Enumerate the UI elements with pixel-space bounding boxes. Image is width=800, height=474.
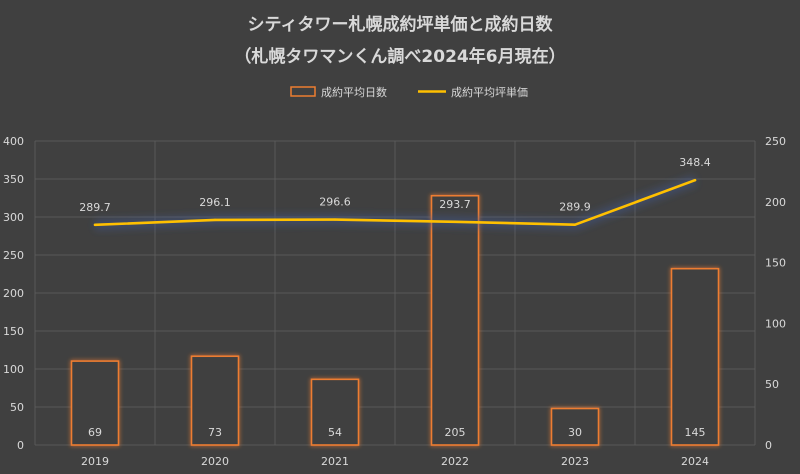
line-series xyxy=(93,175,697,230)
left-axis-tick: 50 xyxy=(10,401,24,414)
legend-bar-label: 成約平均日数 xyxy=(321,85,387,99)
bar xyxy=(310,378,360,446)
right-axis-tick: 50 xyxy=(765,378,779,391)
x-axis-tick: 2024 xyxy=(681,455,709,468)
line-data-label: 296.6 xyxy=(319,196,351,209)
bar-data-label: 54 xyxy=(328,426,342,439)
line-point xyxy=(693,179,697,182)
left-axis-tick: 150 xyxy=(3,325,24,338)
right-axis-tick: 250 xyxy=(765,135,786,148)
x-axis-tick: 2022 xyxy=(441,455,469,468)
line-data-label: 348.4 xyxy=(679,156,711,169)
x-axis-tick: 2023 xyxy=(561,455,589,468)
legend: 成約平均日数 成約平均坪単価 xyxy=(290,85,528,99)
line-point xyxy=(213,218,217,222)
legend-line-label: 成約平均坪単価 xyxy=(451,85,528,99)
right-axis-tick: 0 xyxy=(765,439,772,452)
bar-data-label: 30 xyxy=(568,426,582,439)
line-point xyxy=(93,223,97,227)
line-data-label: 296.1 xyxy=(199,196,231,209)
left-axis-tick: 300 xyxy=(3,211,24,224)
bar xyxy=(670,267,720,446)
line-data-label: 289.7 xyxy=(79,201,111,214)
right-axis-tick: 150 xyxy=(765,257,786,270)
bar xyxy=(70,360,120,446)
line-point xyxy=(333,218,337,221)
chart-subtitle: （札幌タワマンくん調べ2024年6月現在） xyxy=(234,46,565,67)
x-axis-tick: 2020 xyxy=(201,455,229,468)
bar-data-label: 145 xyxy=(685,426,706,439)
axes: 0 50 100 150 200 250 300 350 400 0 50 100 150 200 250 2… xyxy=(3,135,786,468)
right-axis-tick: 200 xyxy=(765,196,786,209)
left-axis-tick: 350 xyxy=(3,173,24,186)
line-series-path xyxy=(93,178,697,227)
left-axis-tick: 250 xyxy=(3,249,24,262)
line-point xyxy=(573,223,577,226)
x-axis-tick: 2019 xyxy=(81,455,109,468)
left-axis-tick: 100 xyxy=(3,363,24,376)
x-axis-tick: 2021 xyxy=(321,455,349,468)
bar xyxy=(190,355,240,446)
bar xyxy=(550,407,600,446)
data-labels: 69 73 54 205 30 145 289.7 296.1 296.6 293.7 289.9 3… xyxy=(79,156,711,439)
legend-bar-swatch xyxy=(290,86,316,97)
line-data-label: 293.7 xyxy=(439,198,471,211)
left-axis-tick: 400 xyxy=(3,135,24,148)
bar-series xyxy=(70,194,720,446)
line-point xyxy=(453,220,457,223)
bar-data-label: 73 xyxy=(208,426,222,439)
right-axis-tick: 100 xyxy=(765,317,786,330)
line-data-label: 289.9 xyxy=(559,201,591,214)
bar xyxy=(430,194,480,446)
gridlines xyxy=(34,140,756,446)
bar-data-label: 205 xyxy=(445,426,466,439)
chart-title: シティタワー札幌成約坪単価と成約日数 xyxy=(248,14,554,35)
left-axis-tick: 200 xyxy=(3,287,24,300)
left-axis-tick: 0 xyxy=(17,439,24,452)
bar-data-label: 69 xyxy=(88,426,102,439)
